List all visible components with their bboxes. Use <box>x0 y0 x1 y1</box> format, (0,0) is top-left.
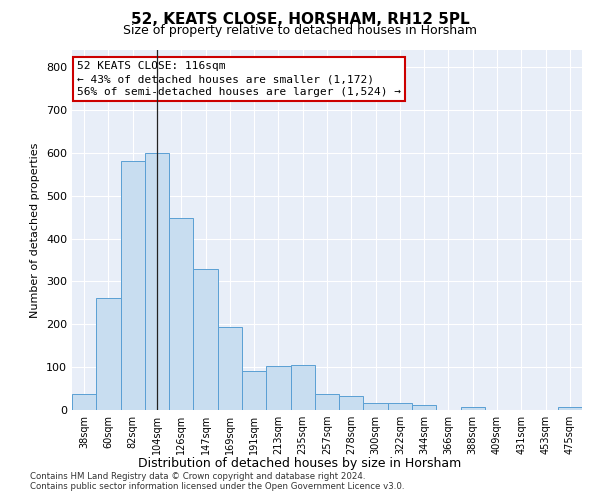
Bar <box>315 394 339 410</box>
Bar <box>266 366 290 410</box>
Bar <box>96 298 121 410</box>
Bar <box>242 372 266 410</box>
Bar <box>169 218 193 410</box>
Bar <box>72 394 96 410</box>
Bar <box>364 402 388 410</box>
Bar <box>193 268 218 410</box>
Y-axis label: Number of detached properties: Number of detached properties <box>31 142 40 318</box>
Text: Size of property relative to detached houses in Horsham: Size of property relative to detached ho… <box>123 24 477 37</box>
Bar <box>145 153 169 410</box>
Bar <box>461 407 485 410</box>
Text: 52 KEATS CLOSE: 116sqm
← 43% of detached houses are smaller (1,172)
56% of semi-: 52 KEATS CLOSE: 116sqm ← 43% of detached… <box>77 61 401 97</box>
Bar <box>121 162 145 410</box>
Bar <box>339 396 364 410</box>
Bar <box>558 407 582 410</box>
Bar <box>218 328 242 410</box>
Text: Distribution of detached houses by size in Horsham: Distribution of detached houses by size … <box>139 458 461 470</box>
Text: Contains HM Land Registry data © Crown copyright and database right 2024.: Contains HM Land Registry data © Crown c… <box>30 472 365 481</box>
Text: 52, KEATS CLOSE, HORSHAM, RH12 5PL: 52, KEATS CLOSE, HORSHAM, RH12 5PL <box>131 12 469 28</box>
Bar <box>290 365 315 410</box>
Bar <box>388 402 412 410</box>
Text: Contains public sector information licensed under the Open Government Licence v3: Contains public sector information licen… <box>30 482 404 491</box>
Bar <box>412 405 436 410</box>
